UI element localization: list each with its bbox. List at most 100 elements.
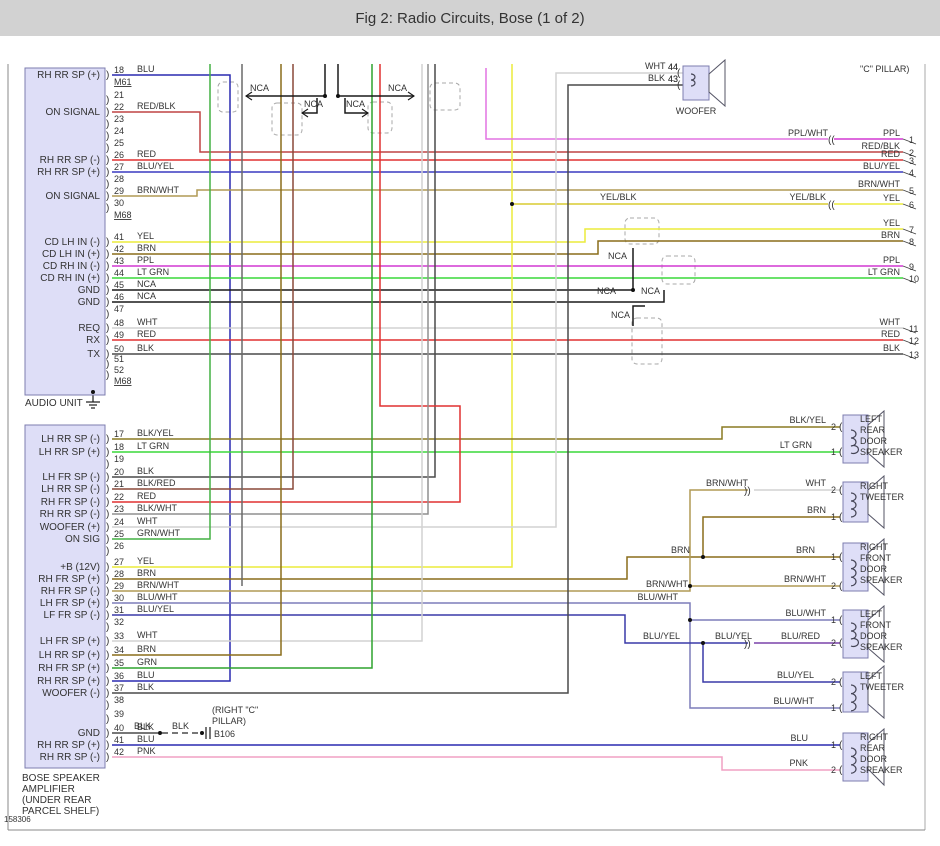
- pin-bracket: ): [106, 143, 109, 154]
- pin-number: 38: [114, 695, 124, 705]
- connector-id: M68: [114, 376, 132, 386]
- pin-signal-label: ON SIG: [65, 534, 100, 545]
- diagram-label: NCA: [346, 99, 365, 109]
- edge-tick: [902, 353, 917, 360]
- right-rear-door-speaker-cone-icon: [867, 727, 885, 787]
- diagram-label: PNK: [789, 758, 808, 768]
- edge-pin-number: 4: [909, 168, 914, 178]
- wire-color-label: BLK/RED: [137, 478, 176, 488]
- pin-number: 33: [114, 631, 124, 641]
- diagram-label: BRN: [671, 545, 690, 555]
- pin-number: 39: [114, 709, 124, 719]
- right-front-door-speaker-cone-icon: [867, 537, 885, 597]
- pin-signal-label: RH RR SP (+): [37, 740, 100, 751]
- woofer: [682, 65, 710, 101]
- pin-number: 18: [114, 65, 124, 75]
- wire-color-label: BRN: [137, 568, 156, 578]
- diagram-label: BRN: [796, 545, 815, 555]
- wire-color-label: BLK: [137, 682, 154, 692]
- junction-dot: [688, 584, 692, 588]
- pin-bracket: ): [106, 434, 109, 445]
- wire-color-label: BLU: [137, 64, 155, 74]
- bose-amplifier-block: [24, 424, 106, 769]
- pin-signal-label: RX: [86, 335, 100, 346]
- speaker-pin-number: 1: [831, 512, 836, 522]
- wire-color-label: YEL: [137, 556, 154, 566]
- figure-title: Fig 2: Radio Circuits, Bose (1 of 2): [355, 9, 585, 27]
- pin-number: 25: [114, 138, 124, 148]
- left-rear-door-speaker-label: LEFT: [860, 414, 883, 424]
- nca-stub-48: [632, 305, 645, 326]
- diagram-label: BRN/WHT: [706, 478, 748, 488]
- diagram-label: B106: [214, 729, 235, 739]
- diagram-label: LT GRN: [780, 440, 812, 450]
- right-front-door-speaker-label: DOOR: [860, 564, 888, 574]
- diagram-label: BLU/RED: [781, 631, 821, 641]
- nca-arrow: [361, 108, 369, 118]
- pin-number: 32: [114, 617, 124, 627]
- right-front-door-speaker-label: SPEAKER: [860, 575, 903, 585]
- left-rear-door-speaker-cone-icon: [867, 409, 885, 469]
- wire-color-label: PPL: [137, 255, 154, 265]
- pin-number: 17: [114, 429, 124, 439]
- edge-tick: [902, 151, 917, 158]
- diagram-label: "C" PILLAR): [860, 64, 909, 74]
- speaker-pin-number: 1: [831, 615, 836, 625]
- pin-hook: (: [839, 581, 843, 592]
- pin-signal-label: LH RR SP (+): [39, 650, 100, 661]
- pin-signal-label: CD LH IN (+): [42, 249, 100, 260]
- pin-number: 36: [114, 671, 124, 681]
- woofer-label: WOOFER: [676, 106, 717, 116]
- shield-connector-icon: [217, 81, 239, 113]
- pin-bracket: ): [106, 70, 109, 81]
- pin-bracket: ): [106, 650, 109, 661]
- pin-signal-label: RH RR SP (+): [37, 70, 100, 81]
- edge-tick: [902, 203, 917, 210]
- diagram-label: BRN: [807, 505, 826, 515]
- speaker-pin-number: 2: [831, 765, 836, 775]
- diagram-label: 43: [668, 74, 678, 84]
- right-front-door-speaker-label: RIGHT: [860, 542, 889, 552]
- wire-color-label: RED: [137, 329, 157, 339]
- wire-lf-fr-neg-bluyel: [112, 614, 748, 644]
- pin-signal-label: CD RH IN (+): [40, 273, 100, 284]
- pin-number: 24: [114, 517, 124, 527]
- pin-signal-label: LH FR SP (+): [40, 636, 100, 647]
- pin-signal-label: RH RR SP (-): [40, 509, 100, 520]
- diagram-label: BLU/YEL: [643, 631, 680, 641]
- pin-number: 28: [114, 174, 124, 184]
- pin-signal-label: RH FR SP (+): [38, 663, 100, 674]
- pin-signal-label: ON SIGNAL: [46, 107, 101, 118]
- pin-signal-label: CD LH IN (-): [44, 237, 100, 248]
- pin-number: 26: [114, 541, 124, 551]
- wire-rh-rr-neg-blkwht: [112, 64, 429, 515]
- wire-color-label: BLU: [137, 734, 155, 744]
- pin-hook: (: [839, 615, 843, 626]
- wire-lh-fr-pos-wht: [112, 64, 423, 642]
- left-rear-door-speaker-label: SPEAKER: [860, 447, 903, 457]
- right-rear-door-speaker-label: RIGHT: [860, 732, 889, 742]
- wire-cd-lh-neg-yel: [112, 228, 903, 243]
- pin-bracket: ): [106, 534, 109, 545]
- wire-color-label: WHT: [137, 317, 158, 327]
- edge-wire-color-label: PPL: [883, 255, 900, 265]
- left-front-door-speaker-cone-icon: [867, 604, 885, 664]
- pin-bracket: ): [106, 249, 109, 260]
- edge-pin-number: 11: [909, 324, 918, 334]
- speaker-pin-number: 1: [831, 703, 836, 713]
- edge-pin-number: 8: [909, 237, 914, 247]
- diagram-label: )): [744, 639, 751, 650]
- wire-color-label: BLU/YEL: [137, 604, 174, 614]
- pin-signal-label: +B (12V): [60, 562, 100, 573]
- junction-dot: [200, 731, 204, 735]
- speaker-pin-number: 1: [831, 552, 836, 562]
- edge-pin-number: 3: [909, 156, 914, 166]
- diagram-label: BRN/WHT: [784, 574, 826, 584]
- diagram-label: AMPLIFIER: [22, 784, 75, 795]
- pin-bracket: ): [106, 728, 109, 739]
- pin-signal-label: LF FR SP (-): [44, 610, 100, 621]
- pin-number: 18: [114, 442, 124, 452]
- diagram-label: PILLAR): [212, 716, 246, 726]
- speaker-pin-number: 1: [831, 447, 836, 457]
- pin-signal-label: RH FR SP (+): [38, 574, 100, 585]
